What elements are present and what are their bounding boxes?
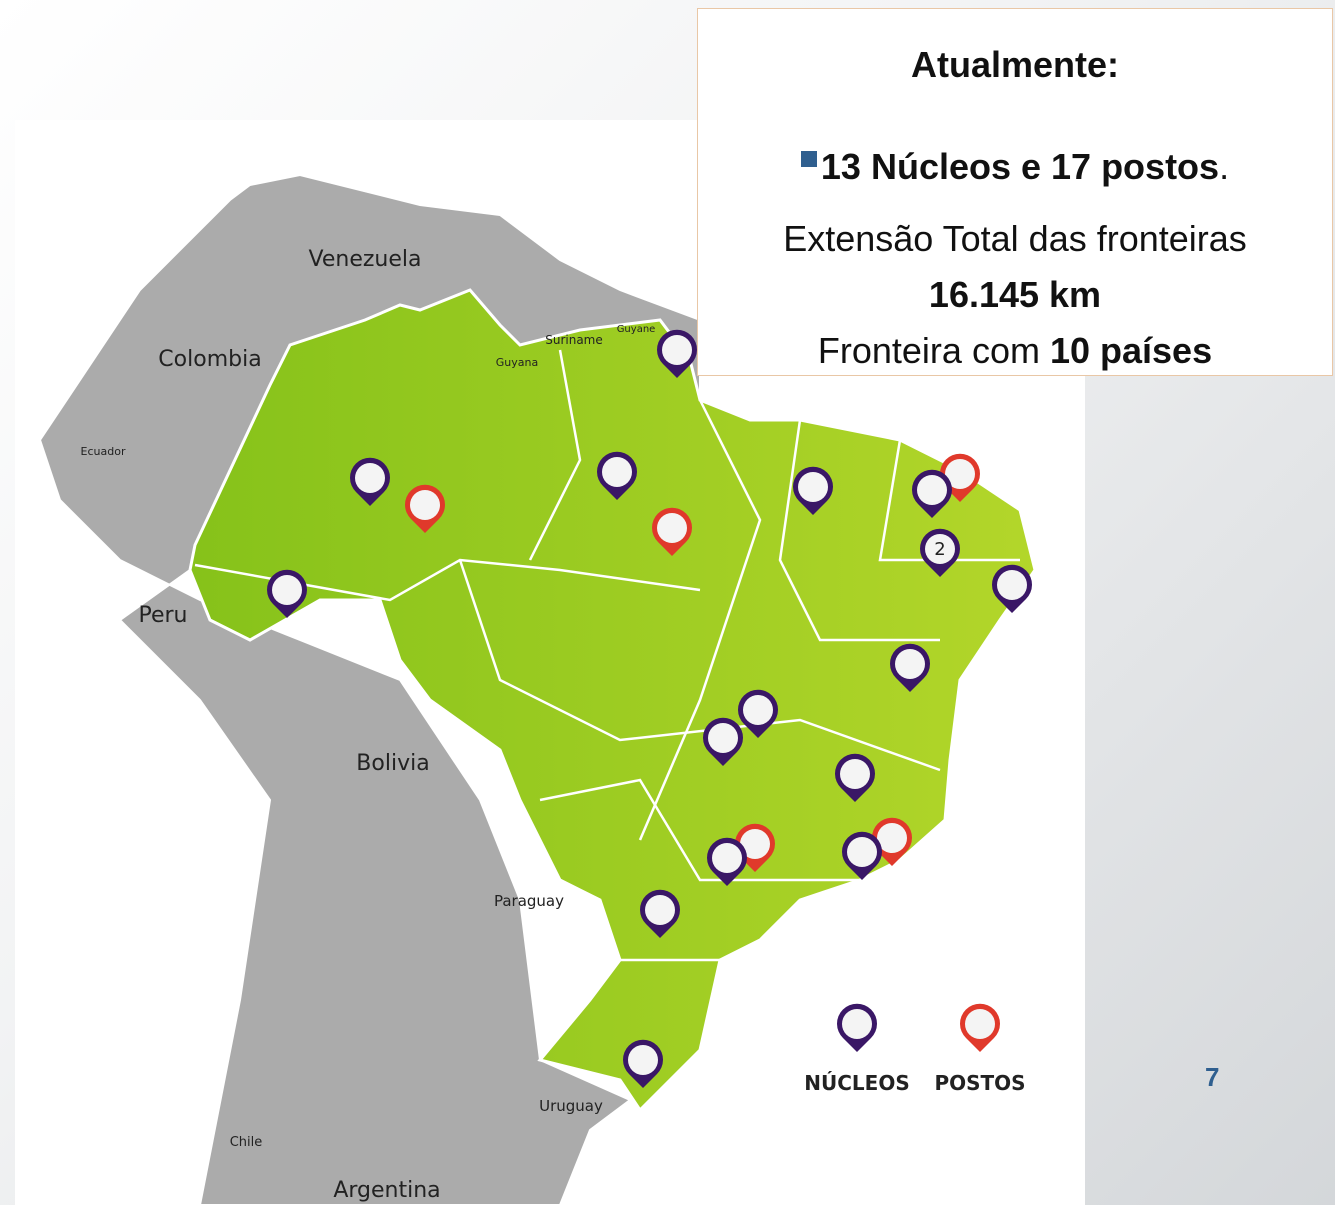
heading: Atualmente: bbox=[910, 44, 1120, 85]
country-label: Venezuela bbox=[309, 247, 422, 272]
legend-label: NÚCLEOS bbox=[804, 1071, 909, 1095]
country-label: Guyane bbox=[617, 324, 656, 335]
extension-value: 16.145 km bbox=[928, 274, 1102, 315]
info-box: Atualmente: 13 Núcleos e 17 postos. Exte… bbox=[697, 8, 1333, 376]
country-label: Uruguay bbox=[539, 1097, 603, 1115]
border-value: 10 países bbox=[1049, 330, 1213, 371]
country-label: Argentina bbox=[333, 1178, 440, 1203]
bullet bbox=[800, 151, 817, 167]
country-label: Chile bbox=[230, 1135, 263, 1150]
country-label: Ecuador bbox=[81, 445, 126, 458]
cluster-label: 2 bbox=[934, 539, 945, 560]
border-prefix: Fronteira com bbox=[817, 330, 1040, 371]
country-label: Colombia bbox=[158, 347, 261, 372]
border-line: Fronteira com 10 países bbox=[698, 331, 1332, 371]
extension-label: Extensão Total das fronteiras bbox=[783, 218, 1247, 259]
page-number: 7 bbox=[1205, 1062, 1220, 1092]
country-label: Peru bbox=[138, 603, 187, 628]
country-label: Bolivia bbox=[356, 751, 429, 776]
bullet-line: 13 Núcleos e 17 postos. bbox=[698, 147, 1332, 187]
bullet-rest: . bbox=[1219, 146, 1230, 187]
state-borders bbox=[194, 349, 1020, 962]
country-label: Suriname bbox=[545, 333, 603, 347]
country-label: Guyana bbox=[496, 356, 538, 369]
country-label: Paraguay bbox=[494, 892, 564, 910]
bullet-bold: 13 Núcleos e 17 postos bbox=[820, 146, 1220, 187]
legend-label: POSTOS bbox=[934, 1071, 1025, 1095]
